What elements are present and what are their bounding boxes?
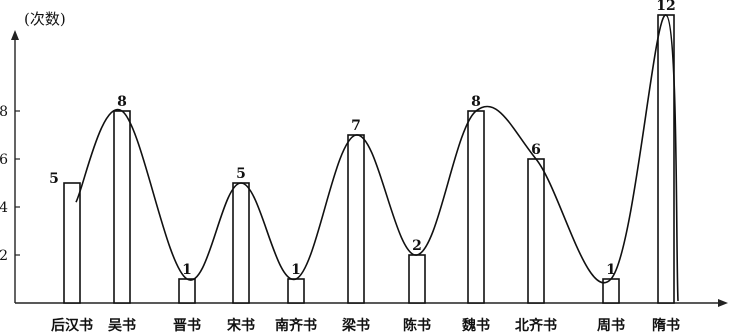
y-axis-arrow	[11, 30, 19, 40]
category-label: 晋书	[173, 317, 201, 334]
y-axis-label: (次数)	[24, 10, 66, 28]
bar	[657, 14, 675, 304]
bar-value-label: 1	[606, 262, 616, 278]
category-label: 隋书	[652, 317, 680, 334]
bar-value-label: 1	[182, 262, 192, 278]
bar-value-label: 5	[236, 166, 246, 182]
x-axis-arrow	[718, 299, 728, 307]
bar	[178, 278, 196, 304]
bar-value-label: 2	[412, 238, 422, 254]
trend-curve-line	[75, 14, 679, 302]
bar-value-label: 1	[291, 262, 301, 278]
bar-value-label: 12	[656, 0, 675, 14]
bar	[347, 134, 365, 304]
y-tick-label: 2	[0, 248, 8, 264]
y-tick-label: 6	[0, 152, 8, 168]
bar	[287, 278, 305, 304]
bar	[467, 110, 485, 304]
bar	[232, 182, 250, 304]
bar-value-label: 7	[351, 118, 361, 134]
trend-curve	[75, 14, 679, 302]
category-label: 梁书	[341, 317, 370, 334]
y-tick-label: 4	[0, 200, 8, 216]
category-label: 宋书	[226, 317, 255, 334]
category-label: 北齐书	[515, 317, 557, 334]
bar-value-label: 8	[471, 94, 481, 110]
category-label: 南齐书	[275, 317, 317, 334]
bar-value-label: 6	[531, 142, 541, 158]
category-label: 吴书	[108, 317, 136, 334]
category-label: 周书	[597, 317, 625, 334]
bar	[408, 254, 426, 304]
labels: (次数) 2 4 6 8 5 后汉书 8 吴书 1 晋书 5 宋书 1 南齐书 7 梁书 2 陈书 8 魏书 6 北齐书 1 周…	[0, 0, 680, 334]
bar-value-label: 8	[117, 94, 127, 110]
bars	[63, 14, 675, 304]
category-label: 魏书	[461, 317, 490, 334]
bar	[527, 158, 545, 304]
category-label: 后汉书	[51, 317, 93, 334]
bar	[113, 110, 131, 304]
y-tick-label: 8	[0, 104, 8, 120]
category-label: 陈书	[403, 317, 431, 334]
bar-value-label: 5	[49, 171, 59, 187]
bar	[63, 182, 81, 304]
